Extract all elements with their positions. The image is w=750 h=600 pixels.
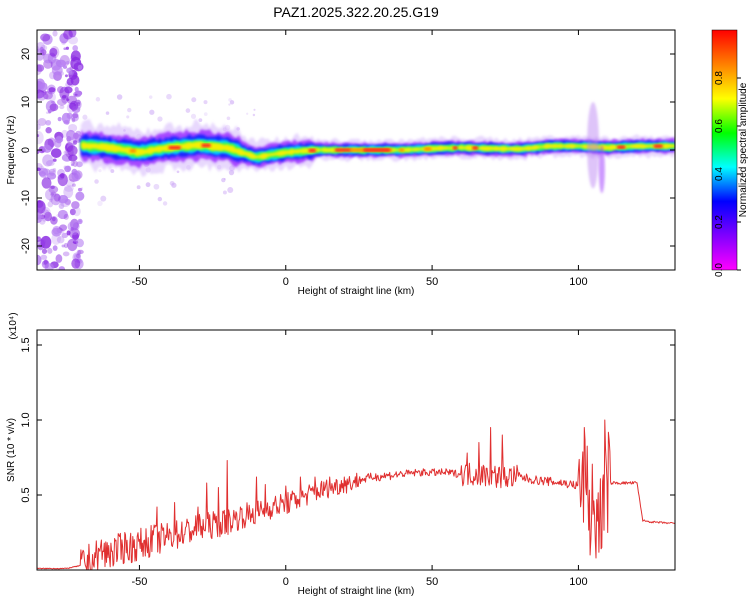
spectrogram-x-ticks: -50 0 50 100 (131, 30, 588, 288)
spectrogram-panel: -50 0 50 100 -20 -10 0 10 20 Height of straight… (6, 29, 676, 297)
x-tick-label: 0 (283, 576, 289, 588)
spectrogram-ridge (80, 102, 675, 194)
y-tick-label: 1.5 (20, 337, 32, 352)
y-tick-label: 10 (20, 96, 32, 108)
colorbar-label: Normalized spectral amplitude (738, 82, 749, 217)
ridge-hotspot (334, 148, 352, 152)
ridge-hotspot (424, 147, 432, 151)
snr-x-ticks: -50 0 50 100 (131, 330, 588, 588)
spectrogram-content (37, 30, 675, 270)
x-tick-label: 100 (569, 276, 587, 288)
spectrogram-y-ticks: -20 -10 0 10 20 (20, 48, 675, 254)
colorbar-tick-label: 0.2 (714, 215, 725, 229)
y-tick-label: 20 (20, 48, 32, 60)
x-tick-label: 50 (426, 576, 438, 588)
colorbar-frame (711, 29, 738, 271)
x-tick-label: 100 (569, 576, 587, 588)
x-tick-label: 50 (426, 276, 438, 288)
snr-series-line (37, 419, 675, 570)
colorbar-tick-label: 0.8 (714, 71, 725, 85)
colorbar-gradient (712, 30, 737, 270)
y-tick-label: 0 (20, 147, 32, 153)
snr-y-ticks: 0.5 1.0 1.5 (20, 337, 675, 503)
ridge-burst (587, 102, 600, 189)
ridge-hotspot (129, 149, 137, 153)
spectrogram-y-label: Frequency (Hz) (6, 116, 17, 185)
snr-y-label: SNR (10 * v/v) (6, 418, 17, 482)
colorbar-tick-label: 0.4 (714, 167, 725, 181)
ridge-hotspot (472, 146, 479, 150)
snr-y-multiplier: (x10⁴) (8, 312, 19, 339)
colorbar: 0.0 0.2 0.4 0.6 0.8 Normalized spectral ampl… (711, 29, 749, 277)
colorbar-tick-label: 0.6 (714, 119, 725, 133)
spectrogram-noise-region (37, 30, 256, 270)
y-tick-label: 0.5 (20, 487, 32, 502)
ridge-hotspot (201, 143, 211, 148)
spectrogram-x-label: Height of straight line (km) (298, 286, 415, 297)
ridge-burst-lower (598, 145, 605, 194)
snr-x-label: Height of straight line (km) (298, 586, 415, 597)
ridge-hotspot (452, 146, 458, 150)
ridge-hotspot (308, 148, 317, 153)
ridge-hotspot (653, 144, 663, 148)
snr-content (37, 419, 675, 570)
x-tick-label: 0 (283, 276, 289, 288)
colorbar-ticks: 0.0 0.2 0.4 0.6 0.8 (714, 71, 741, 277)
y-tick-label: -20 (20, 238, 32, 254)
snr-frame (36, 329, 676, 571)
ridge-hotspot (168, 145, 181, 150)
x-tick-label: -50 (131, 576, 147, 588)
y-tick-label: 1.0 (20, 412, 32, 427)
figure-title: PAZ1.2025.322.20.25.G19 (273, 4, 439, 20)
ridge-hotspot (399, 148, 405, 152)
ridge-hotspot (363, 148, 391, 152)
x-tick-label: -50 (131, 276, 147, 288)
y-tick-label: -10 (20, 190, 32, 206)
snr-panel: -50 0 50 100 0.5 1.0 1.5 Height of straight l… (6, 312, 676, 597)
colorbar-tick-label: 0.0 (714, 263, 725, 277)
ridge-hotspot (616, 145, 626, 149)
